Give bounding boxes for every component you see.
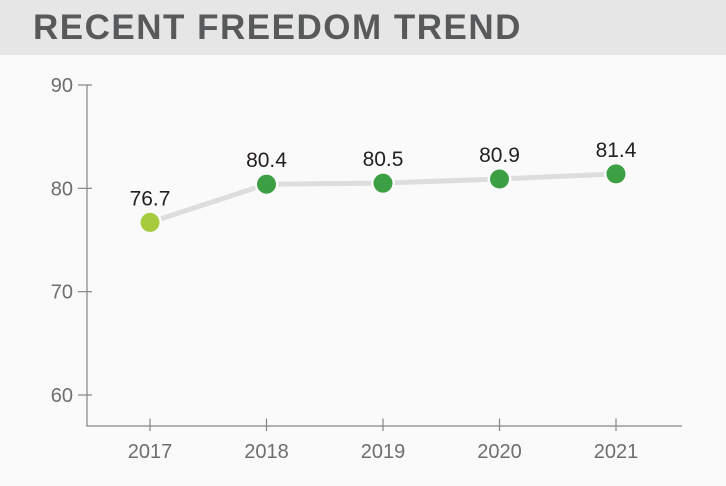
- y-tick-label: 80: [51, 178, 73, 200]
- data-point-2021: [606, 164, 626, 184]
- data-point-label: 76.7: [130, 187, 171, 210]
- chart-header: RECENT FREEDOM TREND: [0, 0, 726, 55]
- y-tick-label: 60: [51, 385, 73, 407]
- data-point-2019: [373, 173, 393, 193]
- chart-title: RECENT FREEDOM TREND: [33, 8, 522, 47]
- x-tick-label: 2017: [128, 441, 173, 463]
- x-tick-label: 2021: [594, 441, 639, 463]
- data-point-label: 80.4: [246, 149, 287, 172]
- x-tick-label: 2018: [244, 441, 289, 463]
- axes: [86, 85, 682, 427]
- x-tick-label: 2020: [477, 441, 522, 463]
- chart-body: 90 80 70 60 2017 2018 2019 2020 2021 76.7 80.4 80.5…: [0, 55, 726, 486]
- freedom-trend-line-chart: 90 80 70 60 2017 2018 2019 2020 2021 76.7 80.4 80.5…: [51, 75, 682, 463]
- y-tick-label: 70: [51, 282, 73, 304]
- data-point-2020: [490, 169, 509, 189]
- data-point-2018: [257, 174, 276, 194]
- y-tick-label: 90: [51, 75, 73, 97]
- data-point-label: 80.9: [479, 144, 520, 167]
- data-point-label: 81.4: [596, 139, 637, 162]
- data-point-2017: [140, 212, 160, 232]
- x-tick-label: 2019: [361, 441, 406, 463]
- data-point-label: 80.5: [363, 148, 404, 171]
